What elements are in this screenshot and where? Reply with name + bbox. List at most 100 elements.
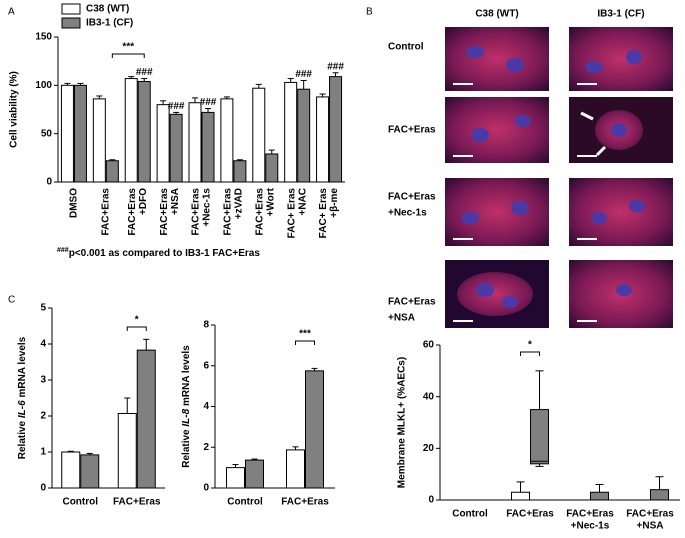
legend-swatch	[61, 17, 81, 29]
y-tick-label: 4	[40, 339, 46, 350]
y-axis-label: Membrane MLKL+ (%AECs)	[397, 357, 408, 488]
bar	[329, 76, 343, 183]
bar	[201, 111, 215, 183]
significance-label: *	[528, 340, 532, 351]
y-tick-label: 100	[35, 80, 52, 91]
panel-label: C	[8, 295, 15, 306]
significance-label: ***	[122, 42, 134, 53]
x-tick-label: FAC+Eras	[506, 509, 554, 520]
x-tick-label: +zVAD	[234, 188, 245, 219]
x-tick-label: FAC+Eras	[566, 509, 614, 520]
x-tick-label: FAC+Eras	[281, 497, 329, 508]
x-tick-label: FAC+Eras	[191, 188, 202, 236]
x-tick-label: +Nec-1s	[202, 188, 213, 227]
row-label: +NSA	[388, 313, 415, 324]
x-tick-label: Control	[227, 497, 263, 508]
y-tick-label: 150	[35, 32, 52, 43]
x-tick-label: +NSA	[170, 188, 181, 215]
x-tick-label: FAC+Eras	[223, 188, 234, 236]
y-tick-label: 0	[40, 483, 46, 494]
y-axis-label: Cell viability (%)	[9, 71, 20, 148]
y-tick-label: 50	[41, 128, 53, 139]
significance-mark: ###	[295, 69, 312, 80]
significance-bracket	[126, 326, 147, 331]
y-tick-label: 3	[40, 375, 46, 386]
y-axis-label-part: Relative	[17, 418, 28, 459]
bar	[73, 84, 87, 183]
y-tick-label: 5	[40, 303, 46, 314]
bar	[284, 81, 298, 183]
box	[590, 491, 609, 501]
bar	[265, 153, 279, 183]
bar	[105, 160, 119, 183]
column-header: C38 (WT)	[475, 9, 518, 20]
y-tick-label: 2	[203, 442, 209, 453]
y-tick-label: 4	[203, 401, 209, 412]
bar	[137, 80, 151, 183]
x-tick-label: FAC+Eras	[113, 497, 161, 508]
x-tick-label: FAC+Eras	[159, 188, 170, 236]
x-tick-label: +β-me	[329, 188, 340, 218]
significance-bracket	[111, 53, 145, 58]
x-tick-label: FAC+ Eras	[318, 188, 329, 239]
legend-swatch	[61, 3, 81, 15]
y-tick-label: 40	[423, 391, 435, 402]
x-tick-label: Control	[452, 509, 488, 520]
y-axis-label-part: mRNA levels	[181, 345, 192, 409]
row-label: +Nec-1s	[388, 208, 427, 219]
box	[511, 491, 530, 501]
bar	[136, 349, 156, 489]
x-tick-label: Control	[62, 497, 98, 508]
y-tick-label: 8	[203, 320, 209, 331]
y-tick-label: 1	[40, 447, 46, 458]
x-tick-label: FAC+ Eras	[286, 188, 297, 239]
y-tick-label: 0	[46, 177, 52, 188]
x-tick-label: +DFO	[138, 188, 149, 215]
bar	[156, 104, 170, 183]
column-header: IB3-1 (CF)	[597, 9, 644, 20]
bar	[305, 370, 324, 489]
significance-mark: ###	[168, 101, 185, 112]
bar	[297, 88, 311, 183]
bar	[286, 449, 305, 489]
row-label: Control	[388, 42, 424, 53]
footnote-text: p<0.001 as compared to IB3-1 FAC+Eras	[69, 248, 261, 259]
box	[650, 489, 669, 501]
footnote-mark: ###	[57, 247, 69, 254]
bar	[226, 467, 245, 489]
significance-label: ***	[299, 329, 311, 340]
y-tick-label: 2	[40, 411, 46, 422]
bar	[188, 102, 202, 183]
x-tick-label: DMSO	[69, 188, 80, 218]
x-tick-label: +NAC	[297, 188, 308, 216]
bar	[117, 412, 137, 489]
bar	[92, 98, 106, 183]
significance-bracket	[520, 351, 540, 356]
bar	[252, 87, 266, 183]
row-label: FAC+Eras	[388, 297, 436, 308]
box	[530, 409, 549, 465]
row-label: FAC+Eras	[388, 192, 436, 203]
y-axis-label: Relative IL-6 mRNA levels	[17, 336, 28, 459]
significance-mark: ###	[327, 61, 344, 72]
legend-label: C38 (WT)	[86, 4, 129, 15]
bar	[169, 113, 183, 183]
y-tick-label: 0	[428, 495, 434, 506]
x-tick-label: +Wort	[265, 187, 276, 216]
x-tick-label: +Nec-1s	[571, 521, 610, 532]
y-tick-label: 20	[423, 443, 435, 454]
x-tick-label: FAC+Eras	[254, 188, 265, 236]
y-axis-label-part: mRNA levels	[17, 336, 28, 400]
bar	[60, 84, 74, 183]
y-tick-label: 0	[203, 483, 209, 494]
significance-label: *	[135, 315, 139, 326]
legend-label: IB3-1 (CF)	[86, 18, 133, 29]
bar	[61, 451, 81, 489]
y-axis-label-part: IL-6	[17, 400, 28, 418]
significance-mark: ###	[136, 67, 153, 78]
y-tick-label: 6	[203, 360, 209, 371]
y-tick-label: 60	[423, 340, 435, 351]
footnote: ###p<0.001 as compared to IB3-1 FAC+Eras	[57, 247, 260, 259]
bar	[233, 160, 247, 183]
